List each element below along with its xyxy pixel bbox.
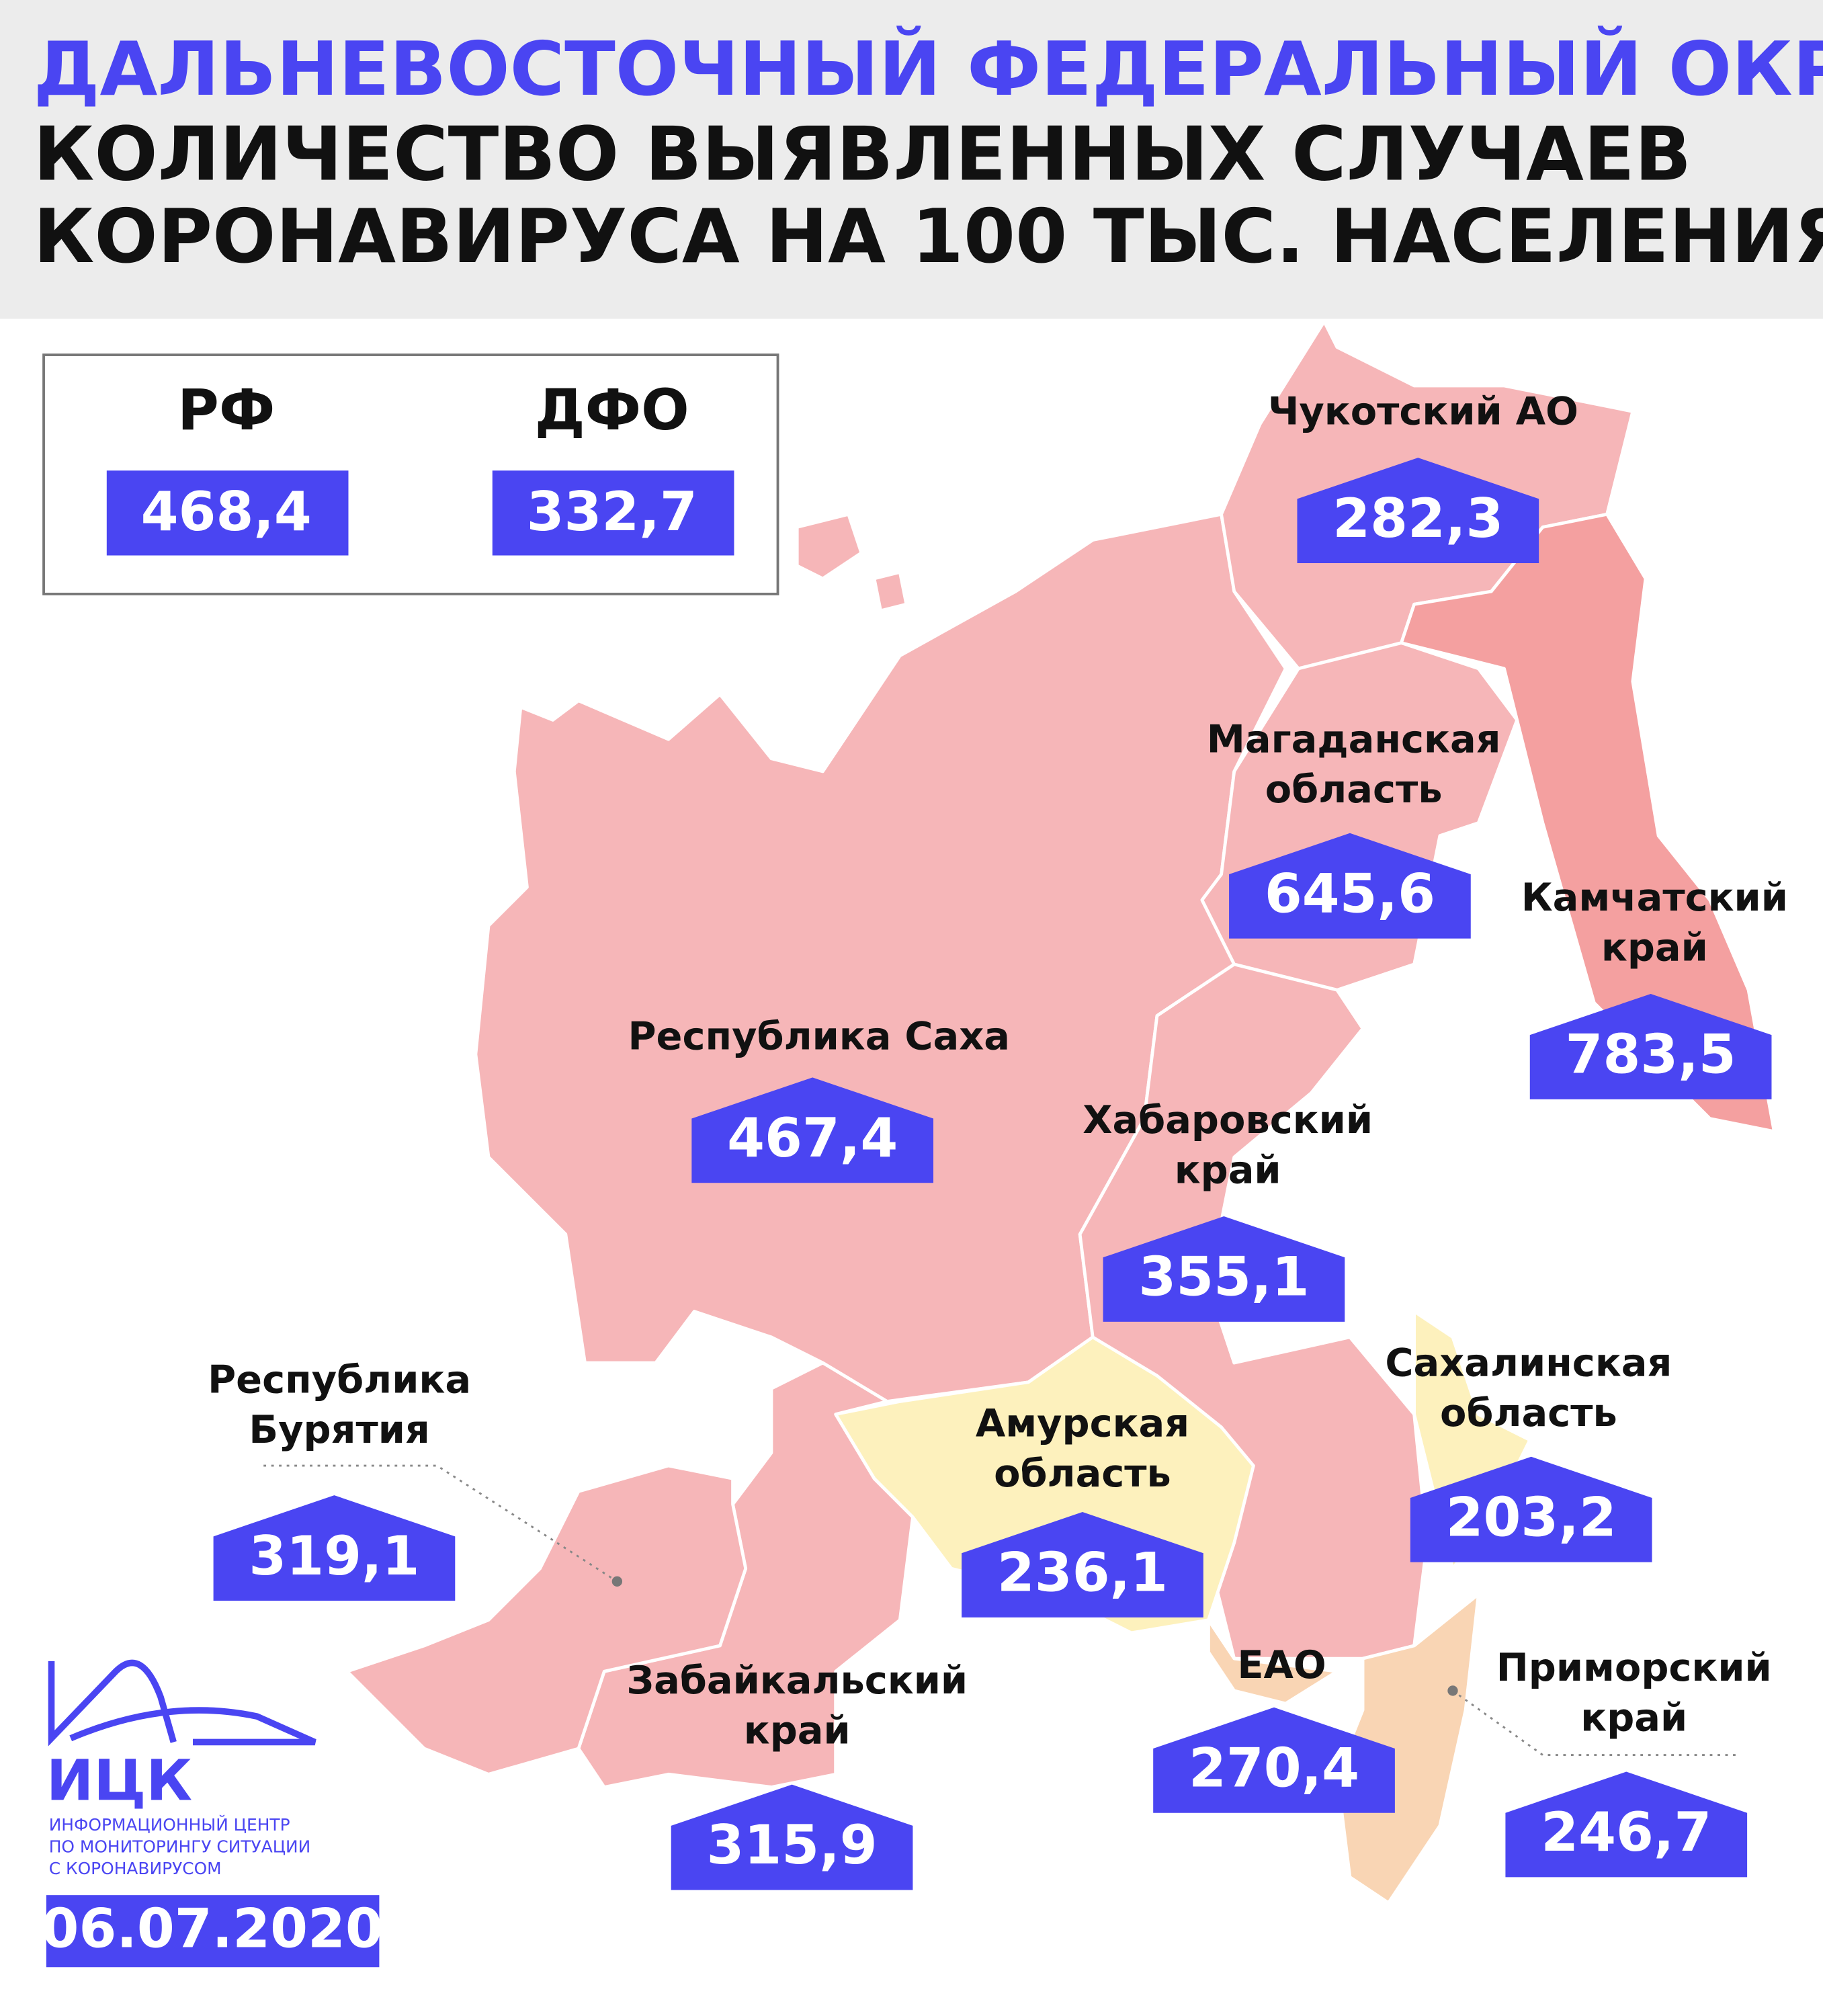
logo-line: ПО МОНИТОРИНГУ СИТУАЦИИ — [49, 1837, 311, 1856]
region-value: 315,9 — [706, 1813, 877, 1876]
header-band — [0, 0, 1823, 319]
region-name: Забайкальский — [626, 1658, 968, 1703]
region-name: область — [994, 1451, 1171, 1496]
subtitle: КОРОНАВИРУСА НА 100 ТЫС. НАСЕЛЕНИЯ — [34, 194, 1823, 280]
leader-dot — [1447, 1685, 1458, 1696]
logo-line: С КОРОНАВИРУСОМ — [49, 1859, 222, 1878]
value-badge — [1103, 1216, 1345, 1322]
summary-badge — [106, 470, 349, 556]
region-name: край — [1580, 1695, 1687, 1740]
logo-line: ИНФОРМАЦИОННЫЙ ЦЕНТР — [49, 1815, 290, 1835]
region-name: Сахалинская — [1385, 1340, 1672, 1385]
value-badge — [1505, 1771, 1748, 1878]
region-name: Республика Саха — [628, 1014, 1010, 1059]
region-name: Чукотский АО — [1268, 389, 1578, 434]
region-shape — [1207, 1618, 1339, 1706]
summary-value: 332,7 — [527, 480, 697, 543]
value-badge — [1153, 1707, 1395, 1813]
region-shape — [795, 512, 863, 581]
leader-dot — [611, 1576, 623, 1587]
region-value: 355,1 — [1138, 1245, 1309, 1308]
region-name: область — [1440, 1390, 1617, 1435]
value-badge — [962, 1511, 1203, 1618]
region-value: 319,1 — [249, 1524, 419, 1587]
region-name: край — [744, 1708, 851, 1753]
region-name: Республика — [208, 1357, 471, 1402]
region-name: Бурятия — [249, 1407, 429, 1452]
region-value: 203,2 — [1446, 1485, 1617, 1548]
value-badge — [1410, 1456, 1652, 1562]
summary-label: ДФО — [535, 377, 689, 443]
summary-label: РФ — [177, 377, 275, 443]
region-shape — [872, 571, 908, 613]
region-value: 282,3 — [1332, 487, 1503, 550]
region-name: край — [1175, 1148, 1281, 1193]
logo-mark — [48, 1659, 177, 1747]
region-name: край — [1601, 925, 1708, 970]
logo-abbr: ИЦК — [46, 1748, 192, 1814]
value-badge — [671, 1784, 913, 1890]
subtitle: КОЛИЧЕСТВО ВЫЯВЛЕННЫХ СЛУЧАЕВ — [34, 112, 1691, 198]
region-name: область — [1265, 767, 1443, 812]
leader-lines — [263, 1464, 1736, 1757]
region-value: 270,4 — [1189, 1736, 1359, 1799]
region-value: 645,6 — [1265, 862, 1435, 925]
region-shape — [345, 1464, 748, 1776]
region-name: Приморский — [1496, 1645, 1772, 1690]
region-name: Камчатский — [1521, 875, 1788, 920]
summary-badge — [492, 470, 734, 556]
value-badge — [691, 1077, 934, 1183]
region-name: ЕАО — [1237, 1642, 1326, 1687]
logo-mark — [69, 1707, 316, 1746]
region-name: Амурская — [976, 1400, 1189, 1445]
leader-line — [1452, 1689, 1736, 1757]
logo — [48, 1659, 316, 1747]
region-name: Хабаровский — [1083, 1097, 1373, 1142]
date: 06.07.2020 — [42, 1897, 383, 1960]
value-badge — [213, 1495, 456, 1601]
value-badge — [1529, 993, 1772, 1099]
region-name: Магаданская — [1207, 717, 1501, 762]
region-value: 783,5 — [1566, 1023, 1736, 1086]
summary-value: 468,4 — [141, 480, 312, 543]
region-value: 246,7 — [1541, 1800, 1711, 1863]
region-value: 236,1 — [997, 1541, 1168, 1604]
region-value: 467,4 — [727, 1106, 898, 1169]
date-box — [46, 1895, 380, 1968]
title: ДАЛЬНЕВОСТОЧНЫЙ ФЕДЕРАЛЬНЫЙ ОКРУГ — [34, 26, 1823, 113]
value-badge — [1297, 458, 1539, 564]
value-badge — [1229, 833, 1471, 939]
